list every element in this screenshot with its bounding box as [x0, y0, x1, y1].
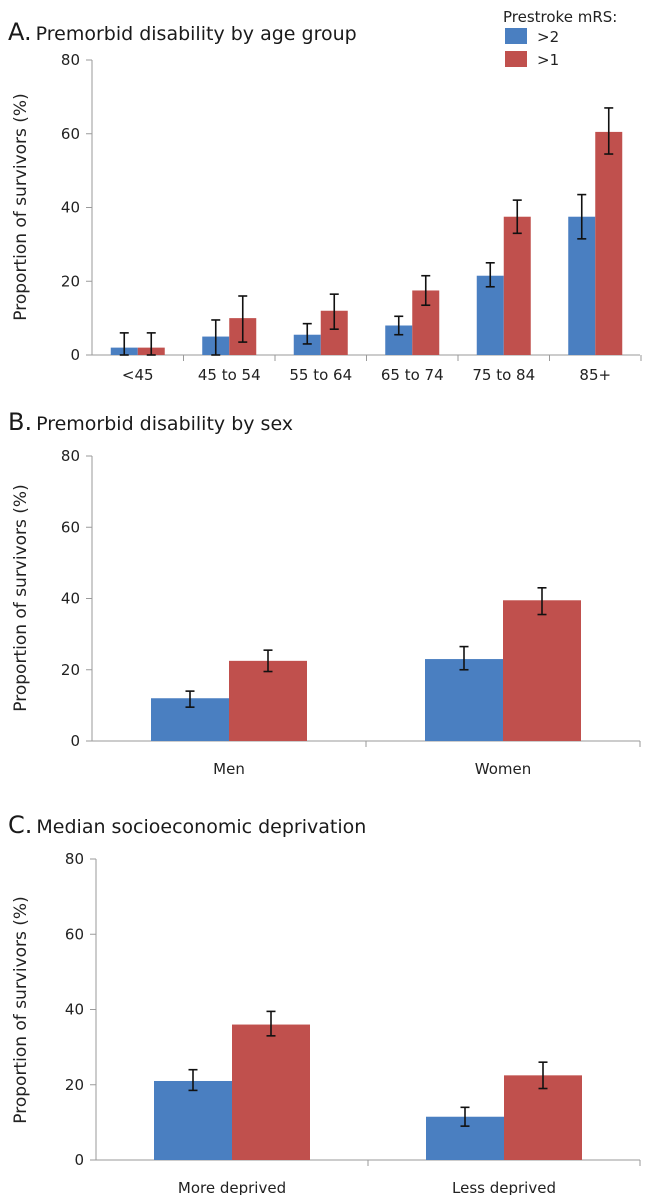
x-tick-label: Less deprived — [452, 1179, 556, 1195]
bar — [568, 216, 596, 355]
y-tick-label: 20 — [61, 272, 80, 290]
legend-swatch-gt1 — [505, 51, 527, 67]
bar — [503, 600, 581, 741]
panel-title-text: Premorbid disability by sex — [36, 413, 293, 435]
panel-letter: B. — [8, 408, 32, 436]
bar — [595, 131, 623, 355]
y-tick-label: 60 — [61, 125, 80, 143]
y-tick-label: 40 — [61, 199, 80, 217]
y-tick-label: 60 — [65, 925, 84, 943]
x-tick-label: 65 to 74 — [381, 366, 444, 384]
x-tick-label: <45 — [122, 366, 154, 384]
y-tick-label: 40 — [61, 590, 80, 608]
y-tick-label: 20 — [65, 1076, 84, 1094]
panel-letter: A. — [8, 18, 32, 46]
legend-swatch-gt2 — [505, 28, 527, 44]
x-tick-label: 55 to 64 — [289, 366, 352, 384]
legend-label-gt1: >1 — [537, 51, 559, 69]
y-tick-label: 0 — [70, 732, 80, 750]
panel-letter: C. — [8, 811, 32, 839]
x-tick-label: 75 to 84 — [472, 366, 535, 384]
bar — [503, 216, 531, 355]
x-tick-label: 45 to 54 — [198, 366, 261, 384]
y-axis-label: Proportion of survivors (%) — [11, 484, 31, 711]
panel-title: B. Premorbid disability by sex — [8, 408, 293, 436]
bar — [154, 1080, 232, 1160]
panel-title-text: Premorbid disability by age group — [36, 23, 357, 45]
legend: Prestroke mRS: >2 >1 — [503, 8, 617, 69]
y-tick-label: 80 — [65, 850, 84, 868]
bar — [504, 1075, 582, 1160]
bar — [425, 659, 503, 741]
x-tick-label: 85+ — [579, 366, 611, 384]
chart-panel-3: C. Median socioeconomic deprivation 0 20 40 6… — [8, 811, 641, 1195]
bar — [293, 334, 321, 355]
x-tick-label: Men — [213, 760, 245, 778]
bar — [229, 660, 307, 741]
panel-title: C. Median socioeconomic deprivation — [8, 811, 366, 839]
y-tick-label: 40 — [65, 1001, 84, 1019]
bar — [476, 275, 504, 355]
x-tick-label: More deprived — [178, 1179, 286, 1195]
y-tick-label: 60 — [61, 518, 80, 536]
y-tick-label: 0 — [70, 346, 80, 364]
chart-panel-2: B. Premorbid disability by sex 0 20 40 60 80 Pr… — [8, 408, 641, 778]
x-tick-label: Women — [475, 760, 531, 778]
y-tick-label: 80 — [61, 447, 80, 465]
y-tick-label: 0 — [74, 1151, 84, 1169]
legend-label-gt2: >2 — [537, 28, 559, 46]
y-tick-label: 20 — [61, 661, 80, 679]
panel-title: A. Premorbid disability by age group — [8, 18, 357, 46]
y-axis-label: Proportion of survivors (%) — [11, 93, 31, 320]
y-axis-label: Proportion of survivors (%) — [11, 896, 31, 1123]
legend-title: Prestroke mRS: — [503, 8, 617, 26]
bar — [232, 1024, 310, 1160]
chart-panel-1: A. Premorbid disability by age group 0 20 40… — [8, 18, 642, 384]
panel-title-text: Median socioeconomic deprivation — [36, 816, 366, 838]
y-tick-label: 80 — [61, 51, 80, 69]
